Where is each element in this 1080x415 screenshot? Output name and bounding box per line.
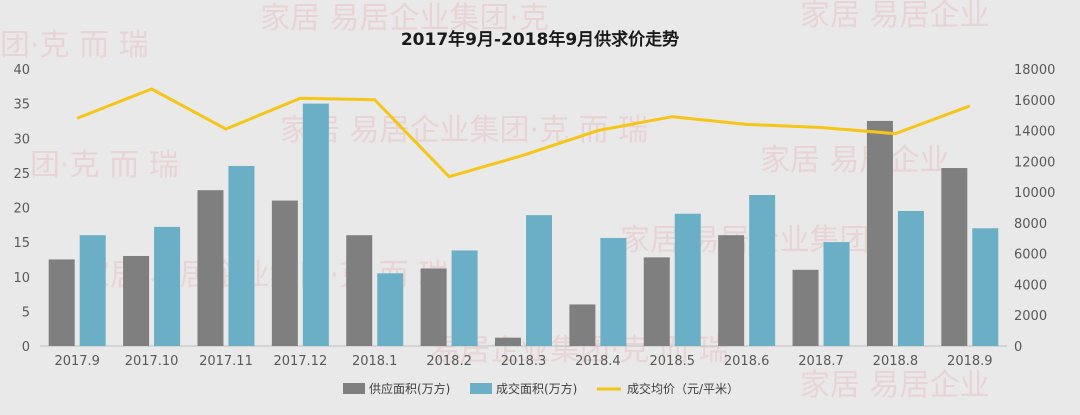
bar-supply — [569, 304, 596, 346]
bar-supply — [941, 168, 968, 346]
svg-text:家居 易居企业: 家居 易居企业 — [800, 368, 990, 403]
bar-supply — [271, 200, 298, 346]
bar-transaction — [526, 215, 552, 346]
svg-text:家居 易居企业: 家居 易居企业 — [760, 143, 950, 178]
y-left-tick-label: 10 — [13, 271, 30, 286]
bar-supply — [346, 235, 373, 346]
price-line — [76, 87, 971, 179]
legend-label-price: 成交均价（元/平米） — [627, 381, 739, 396]
y-right-tick-label: 16000 — [1014, 94, 1055, 109]
legend-label-transaction: 成交面积(万方) — [496, 381, 577, 396]
bar-transaction — [79, 235, 106, 346]
x-tick-label: 2018.8 — [873, 354, 919, 369]
x-tick-label: 2018.6 — [724, 354, 770, 369]
y-right-tick-label: 2000 — [1014, 309, 1047, 324]
svg-text:家居 易居企业: 家居 易居企业 — [800, 0, 990, 33]
x-tick-label: 2017.12 — [273, 354, 327, 369]
bar-supply — [495, 337, 521, 346]
y-right-tick-label: 14000 — [1014, 125, 1055, 140]
legend-swatch-supply — [343, 383, 365, 394]
watermark: 团·克 而 瑞 家居 易居企业集团·克 家居 易居企业 团·克 而 瑞 家居 易… — [0, 0, 990, 403]
x-tick-label: 2017.10 — [125, 354, 179, 369]
bar-transaction — [228, 165, 255, 346]
y-left-tick-label: 0 — [22, 340, 30, 355]
y-left-tick-label: 20 — [13, 202, 30, 217]
x-tick-label: 2018.1 — [352, 354, 398, 369]
legend-swatch-transaction — [470, 383, 492, 394]
y-right-tick-label: 8000 — [1014, 217, 1047, 232]
bar-transaction — [674, 213, 701, 346]
svg-text:家居 易居企业集团·克 而 瑞: 家居 易居企业集团·克 而 瑞 — [280, 113, 648, 148]
y-right-tick-label: 4000 — [1014, 278, 1047, 293]
svg-text:家居 易居企业集团·克: 家居 易居企业集团·克 — [260, 1, 549, 36]
bar-transaction — [154, 226, 181, 346]
y-left-tick-label: 30 — [13, 132, 30, 147]
x-tick-label: 2018.5 — [650, 354, 696, 369]
y-left-tick-label: 40 — [13, 63, 30, 78]
y-right-tick-label: 10000 — [1014, 186, 1055, 201]
y-left-tick-label: 25 — [13, 167, 30, 182]
y-left-tick-label: 5 — [22, 305, 30, 320]
bar-transaction — [897, 210, 924, 346]
bar-transaction — [749, 195, 776, 346]
legend-label-supply: 供应面积(万方) — [369, 381, 450, 396]
bar-transaction — [823, 242, 850, 346]
x-tick-label: 2018.3 — [501, 354, 547, 369]
bar-transaction — [600, 237, 627, 346]
svg-text:团·克 而 瑞: 团·克 而 瑞 — [30, 148, 179, 183]
bar-transaction — [377, 273, 404, 346]
x-tick-label: 2017.11 — [199, 354, 253, 369]
bar-transaction — [972, 228, 999, 346]
bar-supply — [718, 235, 745, 346]
y-right-tick-label: 6000 — [1014, 248, 1047, 263]
x-tick-label: 2018.2 — [426, 354, 472, 369]
x-tick-label: 2018.9 — [947, 354, 993, 369]
chart-title: 2017年9月-2018年9月供求价走势 — [401, 29, 679, 50]
x-tick-label: 2017.9 — [54, 354, 100, 369]
x-tick-label: 2018.4 — [575, 354, 621, 369]
y-left-tick-label: 35 — [13, 98, 30, 113]
bar-transaction — [451, 250, 478, 346]
bar-supply — [197, 190, 224, 346]
y-right-tick-label: 0 — [1014, 340, 1022, 355]
y-left-tick-label: 15 — [13, 236, 30, 251]
bar-supply — [866, 120, 893, 346]
bar-supply — [792, 269, 819, 346]
bar-supply — [643, 257, 670, 346]
bar-supply — [123, 255, 150, 346]
y-right-tick-label: 18000 — [1014, 63, 1055, 78]
x-tick-label: 2018.7 — [798, 354, 844, 369]
bar-supply — [48, 259, 75, 346]
svg-text:团·克 而 瑞: 团·克 而 瑞 — [0, 28, 149, 63]
bar-supply — [420, 268, 447, 346]
bar-transaction — [302, 103, 329, 346]
y-right-tick-label: 12000 — [1014, 155, 1055, 170]
